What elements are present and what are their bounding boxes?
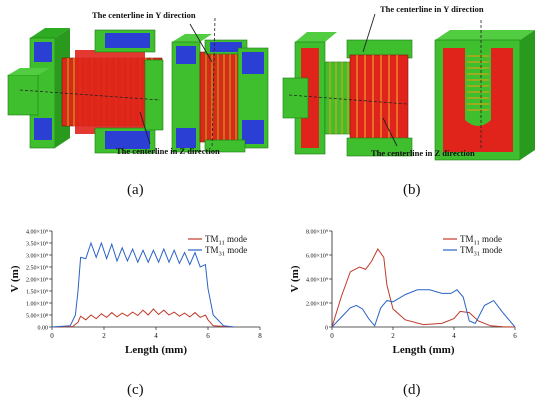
x-tick-label: 4: [452, 332, 456, 340]
y-tick-label: 4.00×10⁹: [306, 277, 328, 283]
legend-label-tm31: TM31 mode: [205, 245, 247, 258]
legend-label-tm31: TM31 mode: [460, 245, 502, 258]
y-tick-label: 3.50×10⁹: [26, 241, 48, 247]
x-tick-label: 6: [513, 332, 517, 340]
x-tick-label: 0: [330, 332, 334, 340]
series-line-tm31: [51, 241, 235, 328]
x-tick-label: 2: [102, 332, 106, 340]
model-b-left: [282, 32, 413, 157]
annotation-b-z-centerline: The centerline in Z direction: [371, 148, 475, 158]
panel-label-b: (b): [403, 182, 421, 198]
x-tick-label: 4: [154, 332, 158, 340]
y-tick-label: 2.50×10⁹: [26, 265, 48, 271]
model-a-right: [171, 17, 269, 153]
panel-a-model: [7, 17, 269, 154]
y-tick-label: 2.00×10⁹: [306, 301, 328, 307]
y-axis-label: V (m): [289, 265, 301, 292]
chart-c: 0 2 4 6 8 0.00 5.00×10⁸ 1.00×10⁹ 1.50×10⁹ 2.00×10…: [9, 229, 262, 356]
y-tick-label: 0: [325, 325, 328, 331]
x-tick-label: 2: [391, 332, 395, 340]
legend-label-tm11: TM11 mode: [205, 234, 247, 247]
series-line-tm11: [331, 248, 516, 328]
x-tick-label: 0: [50, 332, 54, 340]
y-tick-label: 6.00×10⁹: [306, 253, 328, 259]
annotation-a-y-centerline: The centerline in Y direction: [92, 10, 196, 20]
annotation-b-y-centerline: The centerline in Y direction: [380, 4, 484, 14]
y-tick-label: 4.00×10⁹: [26, 229, 48, 235]
legend-label-tm11: TM11 mode: [460, 234, 502, 247]
x-tick-label: 8: [258, 332, 262, 340]
series-line-tm31: [331, 289, 516, 328]
y-tick-label: 1.50×10⁹: [26, 289, 48, 295]
x-axis-label: Length (mm): [125, 344, 187, 356]
y-tick-label: 5.00×10⁸: [26, 313, 48, 319]
y-axis-label: V (m): [9, 265, 21, 292]
model-b-right: [434, 20, 535, 161]
panel-label-d: (d): [403, 382, 421, 398]
chart-d: 0 2 4 6 0 2.00×10⁹ 4.00×10⁹ 6.00×10⁹ 8.00×10⁹ Len…: [289, 229, 517, 356]
panel-b-model: [282, 13, 535, 161]
panel-label-a: (a): [127, 182, 144, 198]
annotation-a-z-centerline: The centerline in Z direction: [116, 146, 220, 156]
y-tick-label: 1.00×10⁹: [26, 301, 48, 307]
panel-label-c: (c): [127, 382, 144, 398]
y-tick-label: 3.00×10⁹: [26, 253, 48, 259]
y-tick-label: 2.00×10⁹: [26, 277, 48, 283]
model-a-left: [7, 28, 164, 154]
y-tick-label: 0.00: [38, 325, 49, 331]
series-line-tm11: [51, 308, 235, 328]
y-tick-label: 8.00×10⁹: [306, 229, 328, 235]
x-axis-label: Length (mm): [392, 344, 454, 356]
x-tick-label: 6: [206, 332, 210, 340]
